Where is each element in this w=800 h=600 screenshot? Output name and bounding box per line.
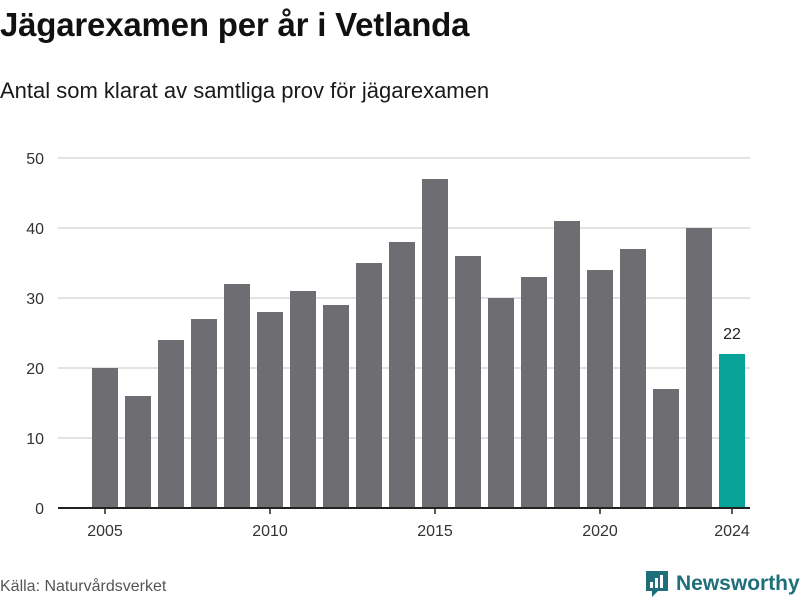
bar-2021 (620, 249, 646, 508)
bar-2006 (125, 396, 151, 508)
source-note: Källa: Naturvårdsverket (0, 578, 167, 595)
brand-name: Newsworthy (676, 572, 800, 595)
bar-2015 (422, 179, 448, 508)
bar-2016 (455, 256, 481, 508)
x-tick-label: 2020 (582, 523, 618, 540)
x-tick-label: 2024 (714, 523, 750, 540)
bar-2011 (290, 291, 316, 508)
x-axis-ticks: 2005 2010 2015 2020 2024 (87, 508, 750, 540)
chart-subtitle: Antal som klarat av samtliga prov för jä… (0, 78, 490, 103)
bar-2014 (389, 242, 415, 508)
brand-logo: Newsworthy (644, 569, 800, 599)
bar-2020 (587, 270, 613, 508)
bar-2009 (224, 284, 250, 508)
x-tick-label: 2015 (417, 523, 453, 540)
bar-2023 (686, 228, 712, 508)
bar-2008 (191, 319, 217, 508)
y-tick-label: 50 (26, 151, 44, 168)
y-tick-label: 20 (26, 361, 44, 378)
newsworthy-logo-icon (646, 571, 668, 597)
bar-2007 (158, 340, 184, 508)
x-tick-label: 2010 (252, 523, 288, 540)
x-tick-label: 2005 (87, 523, 123, 540)
bar-2005 (92, 368, 118, 508)
bar-2024 (719, 354, 745, 508)
y-tick-label: 0 (35, 501, 44, 518)
y-axis-ticks: 0 10 20 30 40 50 (26, 151, 44, 518)
bar-2010 (257, 312, 283, 508)
y-tick-label: 40 (26, 221, 44, 238)
bars (92, 179, 745, 508)
chart-title: Jägarexamen per år i Vetlanda (0, 6, 470, 43)
bar-2012 (323, 305, 349, 508)
bar-2013 (356, 263, 382, 508)
data-label-2024: 22 (723, 326, 741, 343)
bar-2018 (521, 277, 547, 508)
bar-2019 (554, 221, 580, 508)
bar-2017 (488, 298, 514, 508)
y-tick-label: 30 (26, 291, 44, 308)
bar-2022 (653, 389, 679, 508)
data-labels: 22 (723, 326, 741, 343)
y-tick-label: 10 (26, 431, 44, 448)
bar-chart: 0 10 20 30 40 50 22 2005 2010 2015 2020 2024 (26, 151, 750, 540)
